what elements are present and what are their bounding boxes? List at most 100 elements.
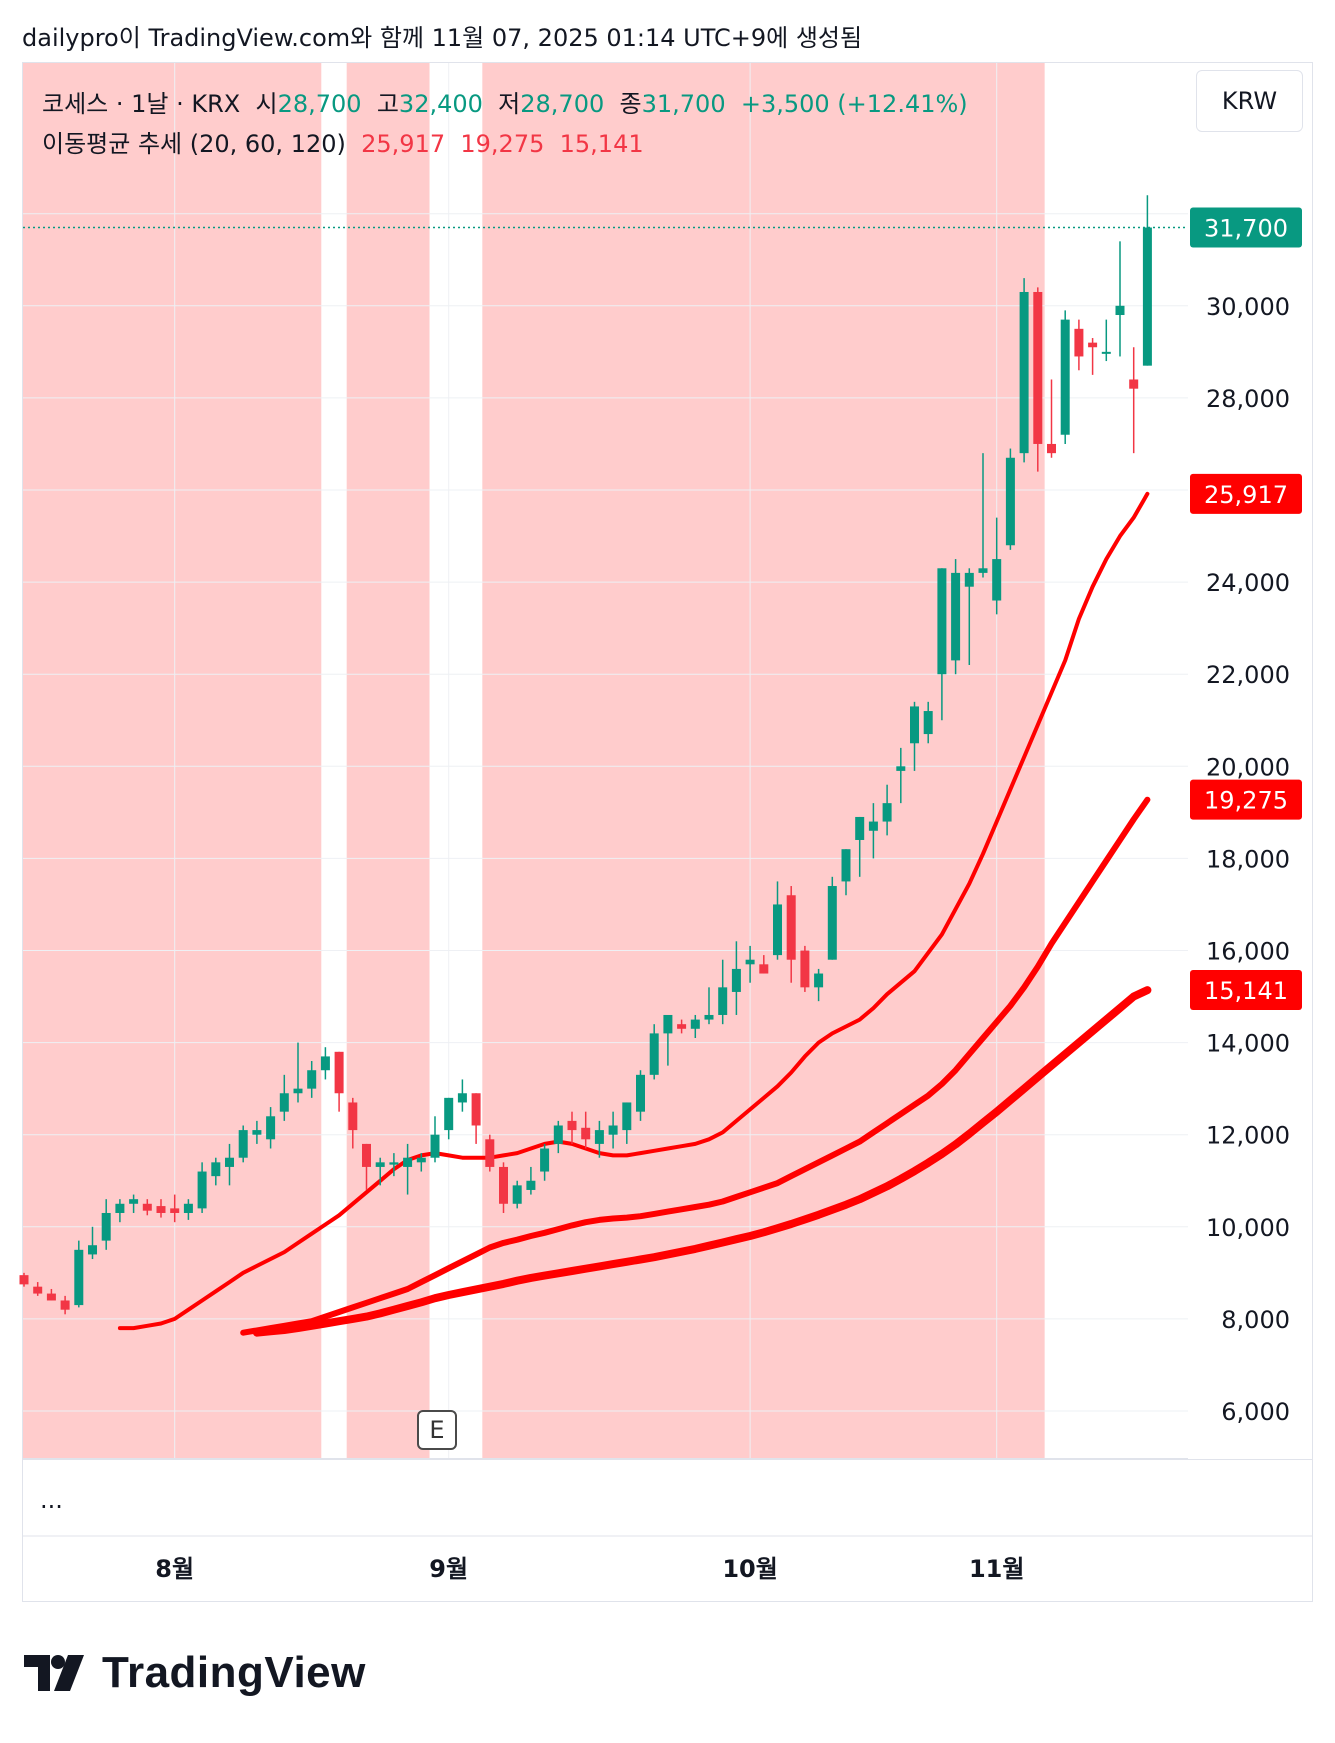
candle[interactable] [485,1134,495,1172]
candle[interactable] [581,1111,591,1149]
candle[interactable] [786,886,796,983]
candle[interactable] [1101,319,1111,362]
time-axis[interactable]: 8월 9월 10월 11월 [155,1555,1024,1583]
price-label-badge[interactable]: 19,275 [1190,779,1302,820]
price-axis[interactable]: 6,000 8,000 10,000 12,000 14,000 16,000 18,000… [1188,63,1312,1459]
more-pane-ellipsis[interactable]: ... [40,1486,63,1514]
candle[interactable] [649,1024,659,1080]
candle[interactable] [129,1194,139,1213]
candle[interactable] [923,701,933,744]
candle[interactable] [951,559,961,675]
candle[interactable] [663,1014,673,1066]
candle[interactable] [471,1093,481,1144]
symbol-label[interactable]: 코세스 · 1날 · KRX [42,90,241,118]
candle[interactable] [718,959,728,1025]
currency-button[interactable]: KRW [1196,70,1303,132]
candle[interactable] [868,803,878,859]
candle[interactable] [1088,338,1098,375]
candle[interactable] [636,1070,645,1121]
candle[interactable] [1060,310,1070,444]
candle[interactable] [19,1272,29,1287]
candle[interactable] [800,945,810,992]
candle[interactable] [594,1120,604,1158]
candle[interactable] [115,1199,125,1223]
candle[interactable] [910,701,919,771]
candle[interactable] [457,1079,467,1112]
candle[interactable] [608,1111,618,1149]
candle[interactable] [170,1194,180,1223]
candle[interactable] [841,849,851,896]
candle[interactable] [745,945,755,983]
candle[interactable] [773,881,782,960]
candle[interactable] [553,1120,563,1154]
candle[interactable] [33,1282,43,1296]
indicator-label[interactable]: 이동평균 추세 (20, 60, 120) [42,130,346,158]
candle[interactable] [1019,278,1029,463]
candle[interactable] [142,1199,152,1216]
candle[interactable] [1074,319,1084,371]
candle[interactable] [526,1166,536,1195]
candle[interactable] [731,941,741,1015]
candle[interactable] [266,1107,276,1149]
candle[interactable] [540,1143,550,1181]
candle[interactable] [1033,287,1043,472]
candle[interactable] [252,1120,262,1144]
candle[interactable] [320,1047,330,1080]
candle[interactable] [307,1061,317,1098]
time-axis-month-label[interactable]: 11월 [969,1555,1024,1583]
candle[interactable] [88,1226,97,1260]
candle[interactable] [430,1116,440,1163]
candle[interactable] [74,1240,84,1308]
candle[interactable] [1115,241,1125,357]
candle[interactable] [896,747,906,804]
candle[interactable] [814,968,824,1002]
earnings-marker[interactable]: E [417,1410,457,1450]
candle[interactable] [499,1162,508,1213]
candlesticks[interactable] [19,195,1152,1315]
candle[interactable] [444,1097,454,1140]
candle[interactable] [1047,379,1056,458]
candle[interactable] [416,1153,426,1172]
candle[interactable] [1129,347,1139,454]
candle[interactable] [855,816,865,877]
price-label-badge[interactable]: 31,700 [1190,207,1302,248]
candle[interactable] [677,1019,687,1034]
time-axis-month-label[interactable]: 9월 [429,1555,468,1583]
candle[interactable] [197,1162,207,1213]
candle[interactable] [759,955,769,974]
candle[interactable] [992,517,1002,615]
candle[interactable] [622,1102,632,1144]
ohlc-legend[interactable]: 코세스 · 1날 · KRX 시28,700 고32,400 저28,700 종… [42,84,968,119]
candle[interactable] [293,1042,303,1103]
candle[interactable] [1142,195,1152,366]
candle[interactable] [211,1157,221,1186]
candle[interactable] [279,1074,289,1121]
candle[interactable] [567,1111,577,1144]
candle[interactable] [978,453,988,578]
candle[interactable] [1005,448,1015,550]
candle[interactable] [156,1199,166,1218]
candle[interactable] [101,1199,111,1250]
candle[interactable] [60,1295,70,1315]
candle[interactable] [225,1143,234,1186]
candle[interactable] [348,1097,358,1149]
price-label-badge[interactable]: 25,917 [1190,473,1302,514]
candle[interactable] [46,1288,56,1301]
candle[interactable] [403,1143,413,1195]
candle[interactable] [704,987,714,1025]
candle[interactable] [882,784,892,836]
candle[interactable] [512,1180,522,1209]
candle[interactable] [964,568,974,665]
candle[interactable] [375,1157,385,1186]
candle[interactable] [827,876,837,960]
candle[interactable] [238,1125,248,1163]
candle[interactable] [183,1199,193,1220]
candle[interactable] [362,1143,371,1190]
indicator-legend[interactable]: 이동평균 추세 (20, 60, 120) 25,917 19,275 15,1… [42,124,644,159]
candle[interactable] [334,1051,344,1112]
candle[interactable] [690,1014,700,1038]
time-axis-month-label[interactable]: 8월 [155,1555,194,1583]
candle[interactable] [937,568,947,721]
price-label-badge[interactable]: 15,141 [1190,970,1302,1011]
